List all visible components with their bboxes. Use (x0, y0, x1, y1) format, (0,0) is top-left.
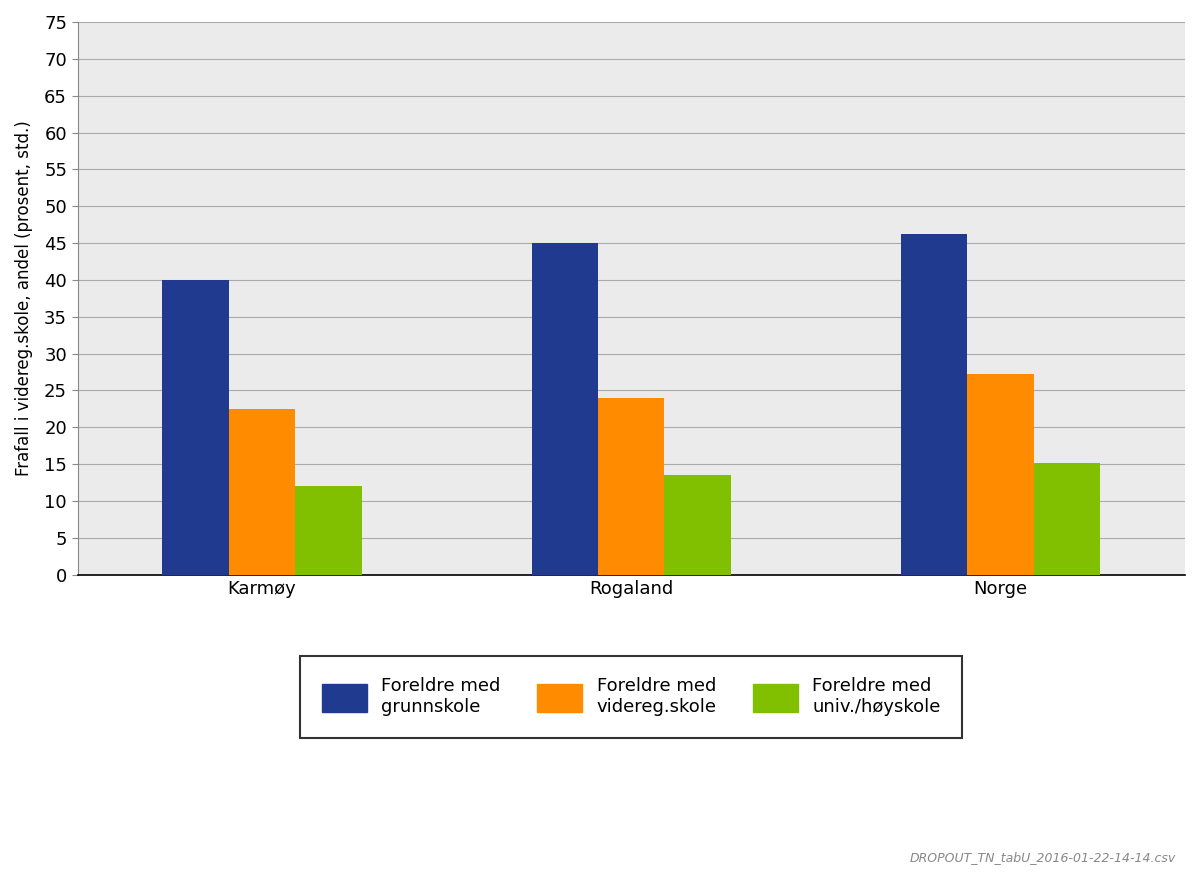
Legend: Foreldre med
grunnskole, Foreldre med
videreg.skole, Foreldre med
univ./høyskole: Foreldre med grunnskole, Foreldre med vi… (300, 656, 962, 738)
Bar (162, 280, 229, 574)
Bar (967, 375, 1033, 574)
Bar (295, 486, 361, 574)
Y-axis label: Frafall i videreg.skole, andel (prosent, std.): Frafall i videreg.skole, andel (prosent,… (14, 120, 34, 476)
Bar (901, 234, 967, 574)
Bar (229, 409, 295, 574)
Bar (1033, 464, 1100, 574)
Bar (665, 475, 731, 574)
Bar (532, 243, 598, 574)
Bar (598, 398, 665, 574)
Text: DROPOUT_TN_tabU_2016-01-22-14-14.csv: DROPOUT_TN_tabU_2016-01-22-14-14.csv (910, 851, 1176, 864)
